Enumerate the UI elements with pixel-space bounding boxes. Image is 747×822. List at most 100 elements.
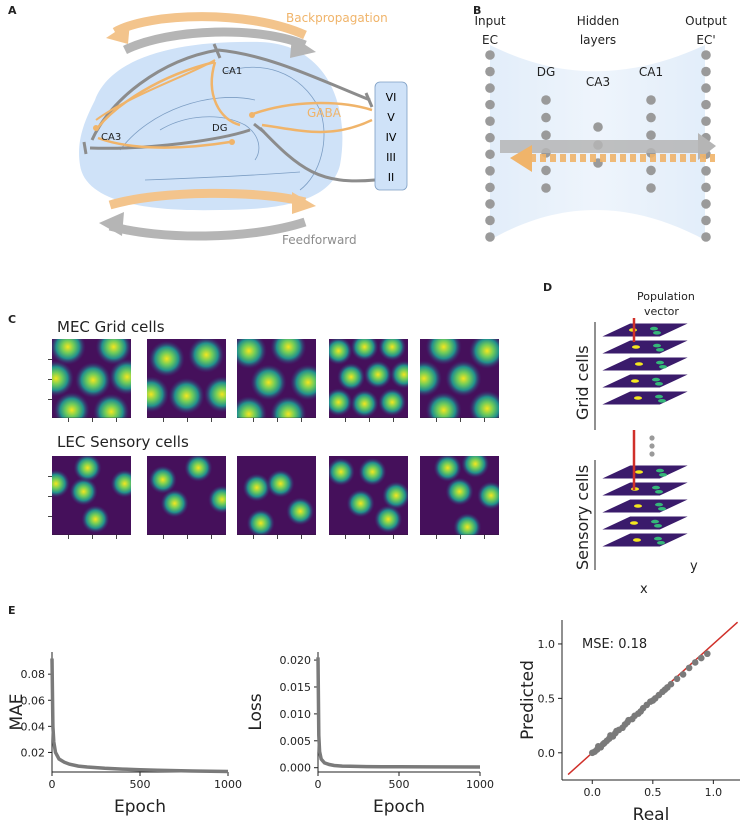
- scatter-point: [691, 659, 699, 666]
- x-axis-label: Epoch: [373, 797, 425, 817]
- layer-v: V: [387, 111, 395, 124]
- layers-label: layers: [580, 33, 616, 47]
- sensory-cell-heatmap: [52, 456, 131, 535]
- hippocampus-diagram: Backpropagation GABA Feedforward CA1 CA3…: [79, 11, 408, 247]
- network-node: [485, 149, 495, 160]
- loss-series-line: [316, 657, 481, 769]
- network-node: [646, 112, 656, 123]
- network-node: [646, 95, 656, 105]
- y-tick-label: 0.08: [21, 668, 46, 681]
- grid-cell-heatmap: [329, 339, 408, 418]
- panel-letter-e: E: [8, 604, 16, 617]
- sensory-cell-heatmap: [237, 456, 316, 535]
- scatter-point: [667, 680, 675, 688]
- map-layer: [599, 532, 691, 548]
- vector-label: vector: [644, 305, 679, 318]
- network-node: [541, 183, 551, 193]
- network-node: [485, 215, 495, 226]
- sensory-cell-heatmap: [147, 456, 226, 535]
- y-axis-label: MAE: [7, 693, 27, 730]
- scatter-point: [673, 675, 681, 683]
- network-diagram: Input EC Hidden layers Output EC' DG CA3…: [474, 14, 727, 242]
- network-node: [701, 199, 711, 209]
- y-tick-label: 0.02: [21, 746, 46, 759]
- scatter-point: [697, 654, 705, 662]
- network-node: [485, 116, 495, 126]
- x-tick-label: 500: [389, 778, 410, 791]
- network-node: [701, 232, 711, 242]
- scatter-point: [685, 664, 693, 672]
- ec-layers-box: [374, 81, 408, 191]
- network-node: [485, 182, 495, 193]
- hidden-label: Hidden: [577, 14, 620, 28]
- dg-label: DG: [212, 123, 227, 134]
- network-node: [701, 116, 711, 126]
- network-node: [485, 199, 495, 209]
- grid-cells-title: MEC Grid cells: [57, 318, 165, 336]
- ca1-layer-label: CA1: [639, 65, 663, 79]
- x-axis-label: Real: [633, 805, 670, 822]
- network-nodes: [485, 50, 711, 242]
- layer-ii: II: [388, 171, 395, 184]
- population-label: Population: [637, 290, 695, 303]
- network-node: [701, 182, 711, 193]
- x-tick-label: 1.0: [705, 786, 723, 799]
- grid-cell-heatmap: [237, 339, 316, 418]
- panel-letter-b: B: [473, 4, 482, 17]
- network-node: [646, 130, 656, 140]
- network-node: [485, 132, 495, 143]
- scatter-point: [704, 650, 711, 658]
- network-node: [701, 215, 711, 226]
- network-node: [646, 183, 656, 193]
- network-node: [541, 112, 551, 123]
- mse-annotation: MSE: 0.18: [582, 637, 647, 652]
- y-tick-label: 0.0: [538, 747, 556, 760]
- map-layer: [599, 390, 691, 406]
- y-tick-label: 0.015: [280, 681, 312, 694]
- ca3-label: CA3: [101, 132, 121, 143]
- ca1-label: CA1: [222, 66, 242, 77]
- map-layer: [599, 498, 691, 514]
- population-vector-diagram: Population vector Grid cells Sensory cel…: [573, 290, 698, 597]
- y-tick-label: 0.005: [280, 735, 312, 748]
- map-layer: [599, 481, 691, 497]
- mae-series-line: [50, 658, 229, 774]
- scatter-point: [679, 671, 687, 678]
- grid-cell-heatmap: [147, 339, 226, 418]
- sensory-cells-title: LEC Sensory cells: [57, 433, 189, 451]
- y-tick-label: 1.0: [538, 638, 556, 651]
- loss-chart: 0 500 1000 0.000 0.005 0.010 0.015 0.020 Epoch Lo…: [246, 652, 494, 817]
- sensory-cells-label: Sensory cells: [573, 465, 592, 570]
- y-tick-label: 0.010: [280, 708, 312, 721]
- map-layer: [599, 373, 691, 389]
- y-axis-label: Loss: [246, 693, 266, 730]
- x-axis-label: Epoch: [114, 797, 166, 817]
- y-tick-label: 0.020: [280, 654, 312, 667]
- network-node: [646, 165, 656, 176]
- layer-iii: III: [386, 151, 396, 164]
- network-node: [485, 232, 495, 242]
- network-node: [701, 166, 711, 176]
- input-label: Input: [474, 14, 505, 28]
- network-node: [485, 50, 495, 60]
- map-layer: [599, 356, 691, 372]
- layer-vi: VI: [386, 91, 397, 104]
- map-layer: [599, 339, 691, 355]
- map-layer: [599, 515, 691, 531]
- sensory-cell-heatmap: [329, 456, 408, 535]
- y-tick-label: 0.5: [538, 692, 556, 705]
- gaba-label: GABA: [307, 106, 342, 120]
- y-tick-label: 0.06: [21, 694, 46, 707]
- x-tick-label: 0.5: [644, 786, 662, 799]
- output-label: Output: [685, 14, 727, 28]
- network-node: [485, 99, 495, 110]
- x-axis-label: x: [640, 582, 648, 597]
- network-node: [701, 99, 711, 110]
- y-tick-label: 0.04: [21, 720, 46, 733]
- network-node: [541, 130, 551, 140]
- sensory-cell-heatmap: [420, 456, 499, 535]
- network-node: [701, 50, 711, 60]
- mae-chart: 0 500 1000 0.02 0.04 0.06 0.08 Epoch MAE: [7, 652, 242, 817]
- panel-letter-c: C: [8, 313, 17, 326]
- y-tick-label: 0.000: [280, 762, 312, 775]
